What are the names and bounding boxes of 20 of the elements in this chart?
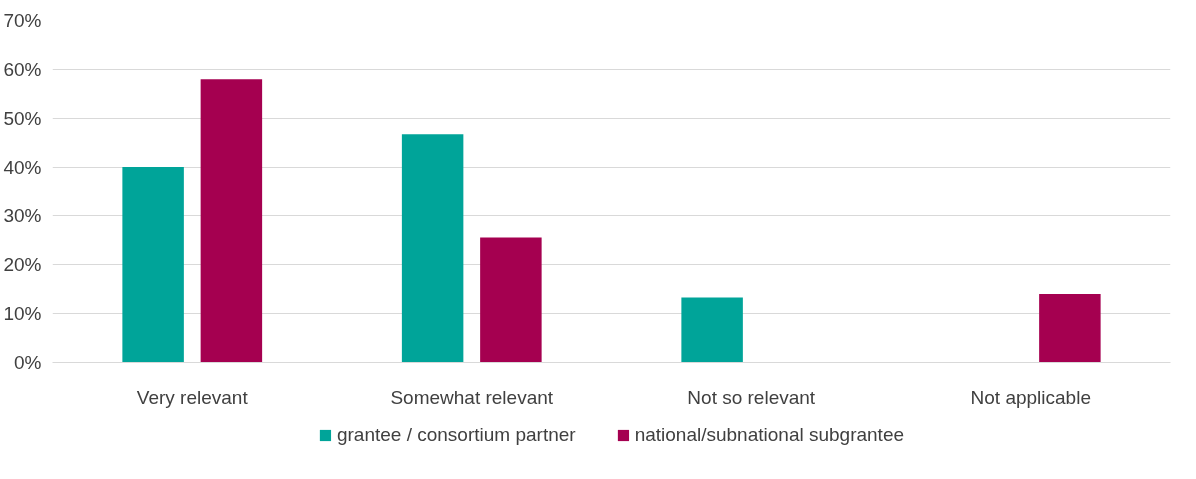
y-tick-label: 30% <box>3 205 42 227</box>
x-tick-label: Somewhat relevant <box>390 386 554 408</box>
legend-label: national/subnational subgrantee <box>634 424 905 446</box>
bar <box>681 297 743 363</box>
x-tick-label: Very relevant <box>136 386 249 408</box>
y-tick-label: 0% <box>14 352 42 373</box>
y-tick-label: 60% <box>3 58 42 80</box>
bar <box>480 237 542 363</box>
x-tick-label: Not applicable <box>970 386 1091 408</box>
y-tick-label: 40% <box>3 156 42 178</box>
bar <box>122 167 184 363</box>
y-tick-label: 50% <box>3 107 42 129</box>
y-tick-label: 20% <box>3 254 42 276</box>
bar <box>401 134 464 363</box>
x-tick-label: Not so relevant <box>687 386 816 408</box>
y-tick-label: 70% <box>3 10 42 31</box>
bar <box>200 79 263 363</box>
legend-label: grantee / consortium partner <box>336 424 576 446</box>
bar <box>1039 294 1101 363</box>
y-tick-label: 10% <box>3 303 42 325</box>
